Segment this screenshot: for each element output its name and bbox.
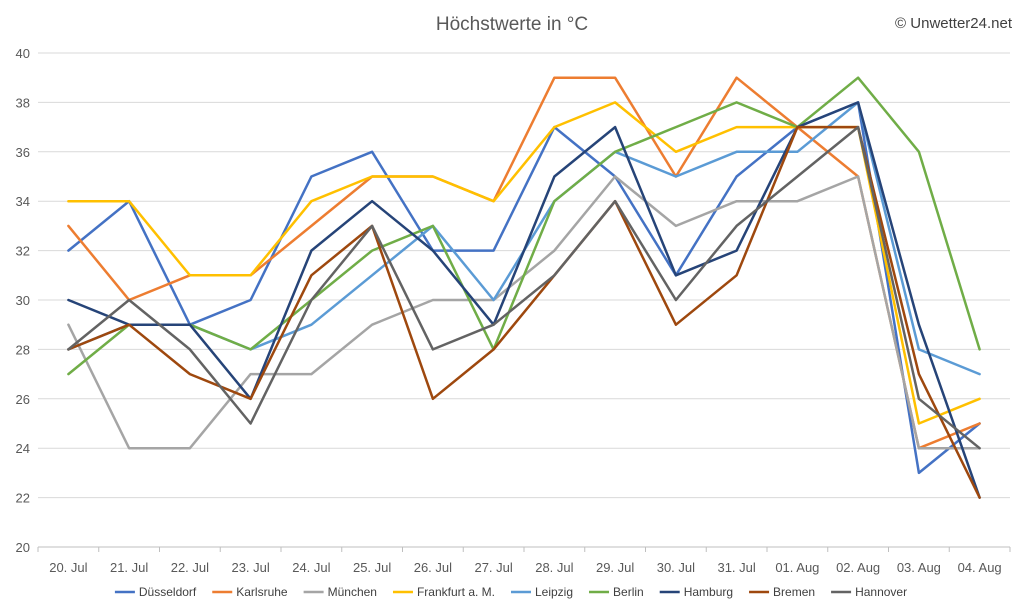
series-line [67,125,981,450]
y-tick-label: 26 [16,392,30,407]
x-tick-label: 23. Jul [231,560,269,575]
x-tick-label: 20. Jul [49,560,87,575]
x-axis: 20. Jul 21. Jul 22. Jul 23. Jul 24. Jul 25. J… [37,547,1011,575]
x-tick-label: 03. Aug [897,560,941,575]
x-tick-label: 31. Jul [717,560,755,575]
y-tick-label: 22 [16,491,30,506]
legend-item: Hannover [831,585,907,599]
legend-item: Düsseldorf [114,585,197,599]
series-line [67,101,981,475]
x-tick-label: 02. Aug [836,560,880,575]
y-axis: 20 22 24 26 28 30 32 34 36 38 40 [16,46,30,555]
x-tick-label: 24. Jul [292,560,330,575]
x-tick-label: 28. Jul [535,560,573,575]
chart-title: Höchstwerte in °C [436,14,588,35]
x-tick-label: 21. Jul [110,560,148,575]
x-tick-label: 25. Jul [353,560,391,575]
x-tick-label: 04. Aug [958,560,1002,575]
legend-label: Bremen [773,585,815,599]
y-tick-label: 20 [16,540,30,555]
x-tick-label: 29. Jul [596,560,634,575]
legend-label: Karlsruhe [236,585,288,599]
legend-label: Düsseldorf [139,585,197,599]
y-tick-label: 24 [16,441,30,456]
legend-label: Berlin [613,585,644,599]
x-tick-label: 01. Aug [775,560,819,575]
series-lines [67,76,981,499]
y-tick-label: 38 [16,95,30,110]
x-tick-label: 30. Jul [657,560,695,575]
legend-item: Karlsruhe [212,585,288,599]
legend-item: Hamburg [659,585,733,599]
x-tick-label: 26. Jul [414,560,452,575]
x-tick-label: 27. Jul [474,560,512,575]
series-line [67,101,981,376]
legend-label: Hannover [855,585,907,599]
legend-item: München [303,585,377,599]
legend-label: München [328,585,377,599]
y-tick-label: 32 [16,244,30,259]
copyright-label: © Unwetter24.net [895,15,1013,32]
y-tick-label: 30 [16,293,30,308]
series-line [67,76,981,450]
y-tick-label: 28 [16,342,30,357]
y-tick-label: 40 [16,46,30,61]
legend-label: Leipzig [535,585,573,599]
y-tick-label: 36 [16,145,30,160]
legend-item: Frankfurt a. M. [392,585,495,599]
series-line [67,101,981,425]
legend-label: Frankfurt a. M. [417,585,495,599]
legend-label: Hamburg [684,585,733,599]
series-line [67,76,981,376]
legend-item: Bremen [749,585,815,599]
y-tick-label: 34 [16,194,30,209]
legend-item: Berlin [589,585,644,599]
x-tick-label: 22. Jul [171,560,209,575]
series-line [67,101,981,499]
legend: Düsseldorf Karlsruhe München Frankfurt a. M… [114,585,907,599]
legend-item: Leipzig [510,585,573,599]
